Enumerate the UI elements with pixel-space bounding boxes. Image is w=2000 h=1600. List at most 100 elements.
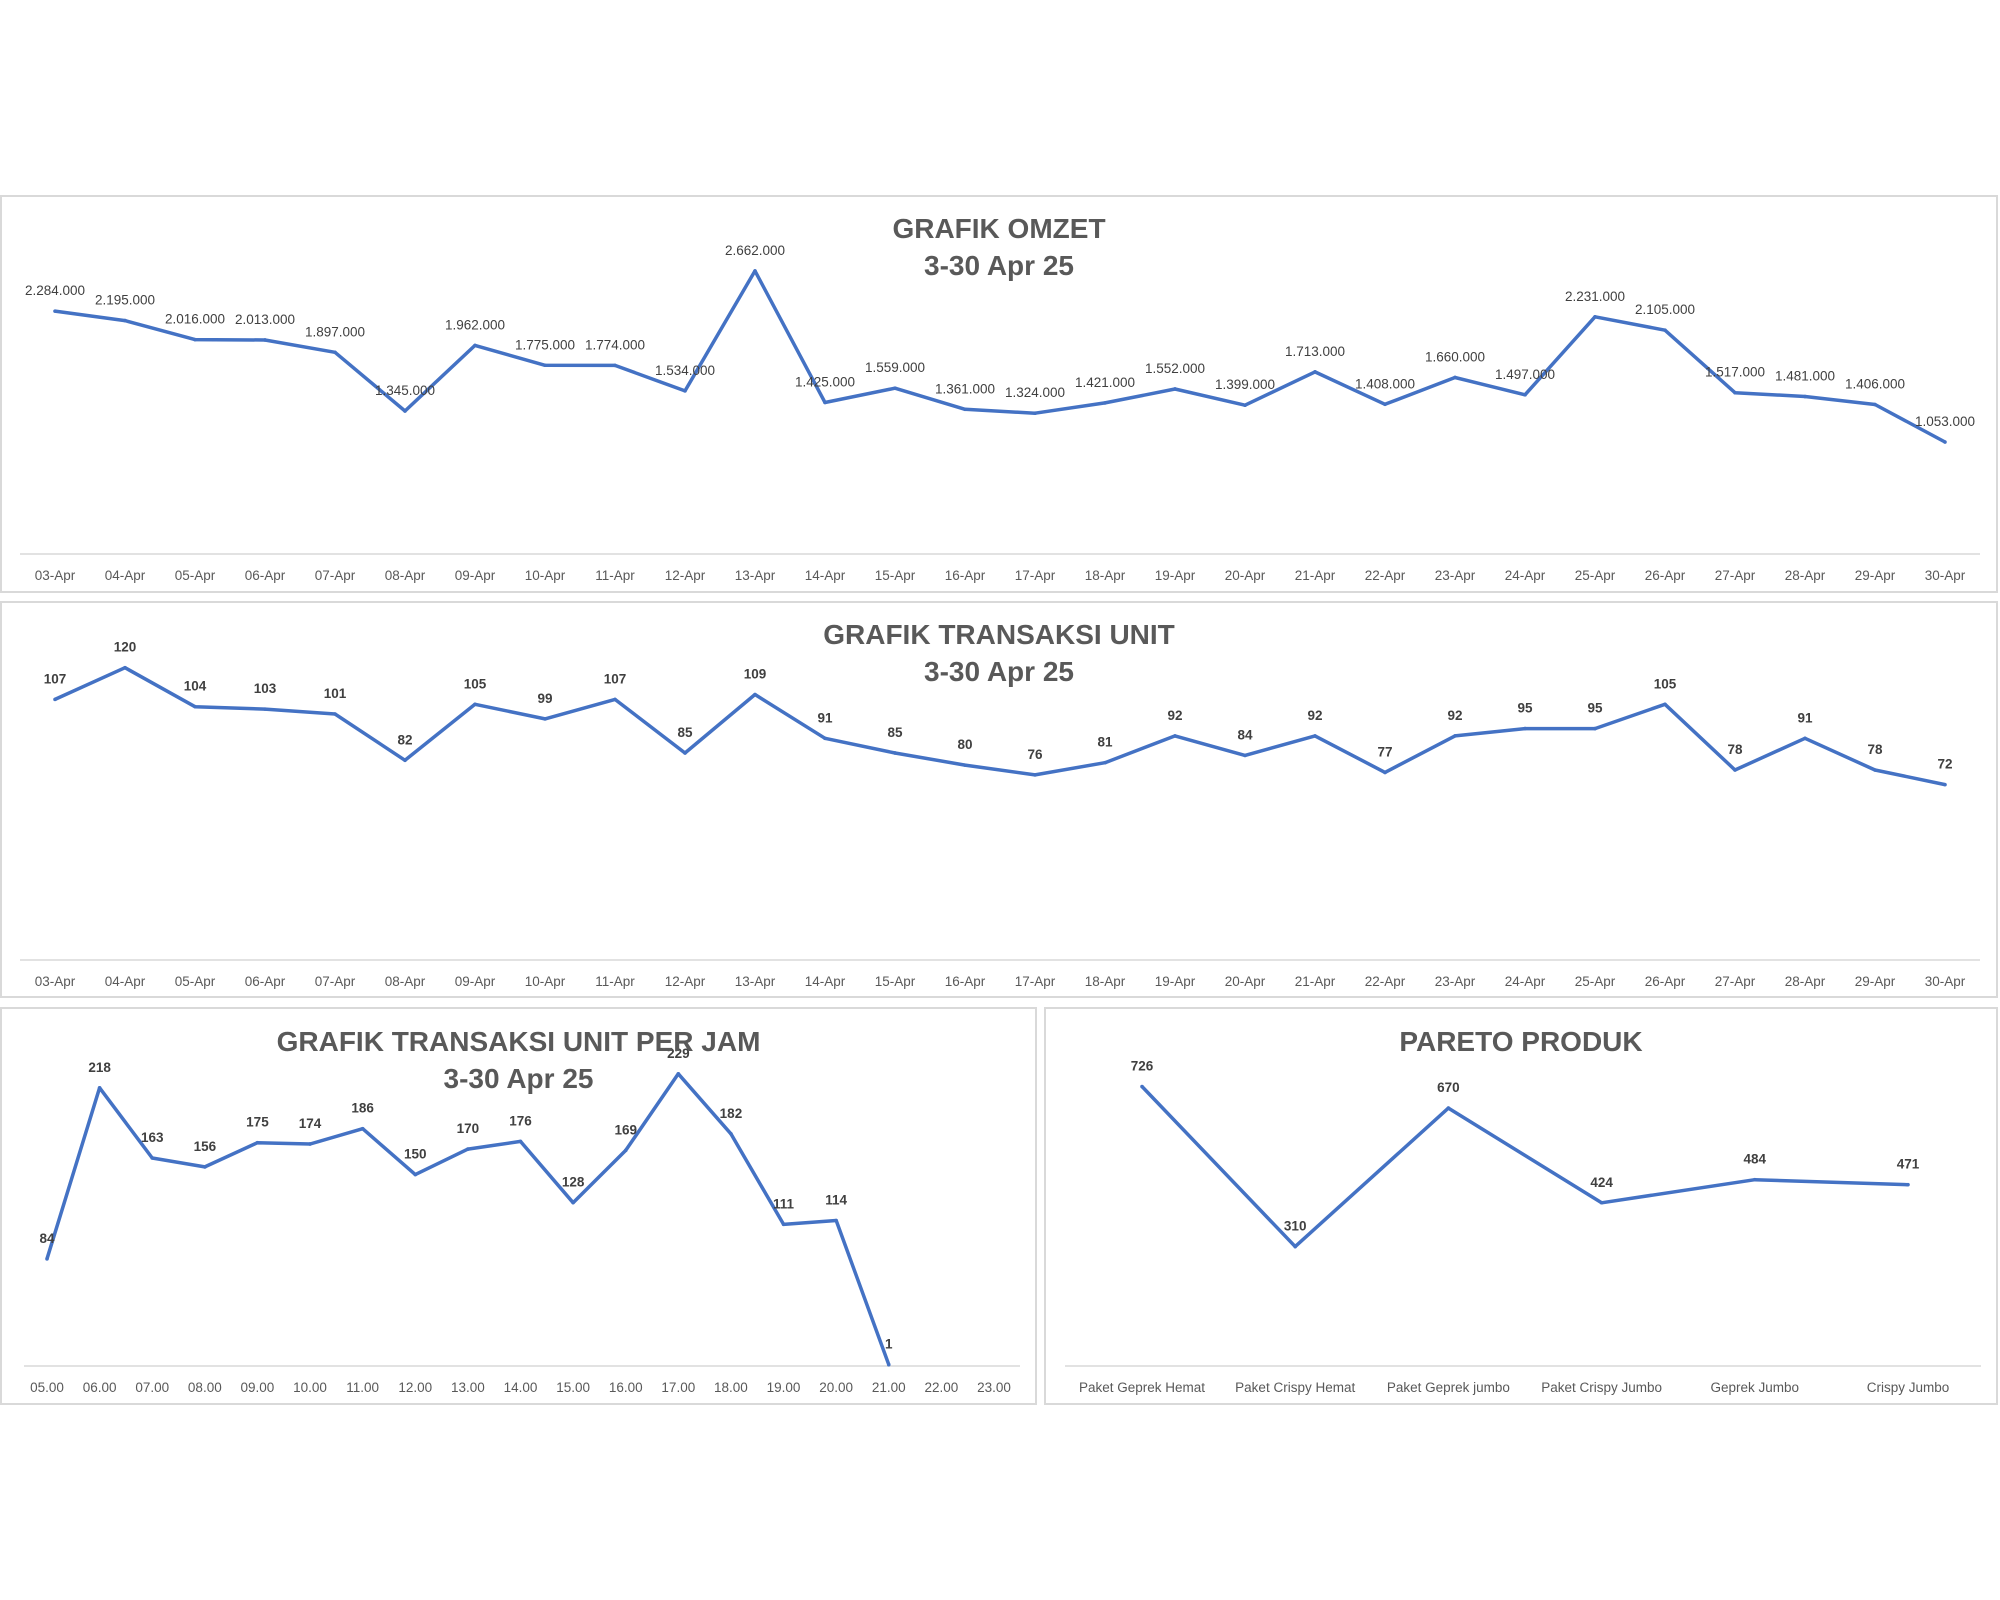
hourly-tick-label: 23.00 [977,1380,1011,1395]
unit-tick-label: 13-Apr [735,974,776,989]
hourly-data-label: 174 [299,1116,322,1131]
unit-tick-label: 26-Apr [1645,974,1686,989]
hourly-tick-label: 11.00 [346,1380,379,1395]
hourly-tick-label: 16.00 [609,1380,643,1395]
omzet-point [53,309,57,313]
unit-tick-label: 07-Apr [315,974,356,989]
hourly-data-label: 218 [88,1060,111,1075]
unit-point [1383,770,1387,775]
omzet-data-label: 1.324.000 [1005,385,1065,400]
unit-point [473,702,477,707]
omzet-point [1873,402,1877,407]
hourly-data-label: 176 [509,1113,532,1128]
omzet-point [333,350,337,355]
hourly-tick-label: 19.00 [767,1380,801,1395]
omzet-data-label: 2.284.000 [25,283,85,298]
pareto-tick-label: Paket Crispy Jumbo [1541,1380,1662,1395]
unit-data-label: 105 [464,676,487,691]
omzet-point [473,343,477,348]
omzet-data-label: 1.345.000 [375,383,435,398]
omzet-tick-label: 08-Apr [385,568,426,583]
hourly-chart-title: GRAFIK TRANSAKSI UNIT PER JAM [276,1026,761,1057]
hourly-tick-label: 20.00 [819,1380,853,1395]
unit-tick-label: 21-Apr [1295,974,1336,989]
unit-data-label: 107 [604,671,627,686]
omzet-point [753,269,757,273]
unit-data-label: 107 [44,671,67,686]
pareto-data-label: 670 [1437,1080,1460,1095]
unit-tick-label: 17-Apr [1015,974,1056,989]
pareto-data-label: 484 [1744,1152,1767,1167]
omzet-series-line [54,269,1946,444]
unit-point [1733,768,1737,772]
unit-data-label: 92 [1447,708,1462,723]
pareto-chart-title: PARETO PRODUK [1399,1026,1643,1057]
omzet-point [1803,394,1807,399]
pareto-data-label: 471 [1897,1157,1920,1172]
unit-tick-label: 06-Apr [245,974,286,989]
omzet-tick-label: 22-Apr [1365,568,1406,583]
unit-tick-label: 23-Apr [1435,974,1476,989]
hourly-data-label: 169 [614,1122,637,1137]
unit-tick-label: 20-Apr [1225,974,1266,989]
unit-tick-label: 16-Apr [945,974,986,989]
unit-data-label: 99 [537,691,552,706]
omzet-tick-label: 26-Apr [1645,568,1686,583]
unit-tick-label: 22-Apr [1365,974,1406,989]
omzet-point [1943,440,1947,444]
hourly-data-label: 186 [351,1101,374,1116]
unit-point [543,717,547,721]
hourly-point [676,1071,681,1076]
omzet-tick-label: 14-Apr [805,568,846,583]
hourly-tick-label: 22.00 [924,1380,958,1395]
hourly-tick-label: 08.00 [188,1380,222,1395]
hourly-chart-svg: 84 218 163 156 175 174 186 150 170 176 128 169 229 18… [24,1046,1020,1395]
unit-data-label: 91 [1797,710,1813,725]
unit-tick-label: 03-Apr [35,974,76,989]
omzet-data-label: 1.775.000 [515,337,575,352]
pareto-tick-label: Paket Geprek Hemat [1079,1380,1205,1395]
hourly-tick-label: 21.00 [872,1380,906,1395]
pareto-point [1140,1084,1144,1089]
unit-data-label: 104 [184,679,207,694]
unit-chart-subtitle: 3-30 Apr 25 [924,656,1074,687]
hourly-data-label: 128 [562,1175,585,1190]
omzet-point [893,386,897,391]
unit-data-label: 72 [1937,757,1952,772]
omzet-tick-label: 06-Apr [245,568,286,583]
hourly-data-label: 1 [885,1337,893,1352]
hourly-point [886,1362,891,1367]
omzet-data-label: 1.552.000 [1145,361,1205,376]
unit-data-label: 85 [677,725,693,740]
unit-tick-label: 14-Apr [805,974,846,989]
omzet-data-label: 1.497.000 [1495,367,1555,382]
unit-point [403,758,407,763]
omzet-tick-label: 07-Apr [315,568,356,583]
omzet-point [1383,402,1387,407]
omzet-tick-label: 09-Apr [455,568,496,583]
unit-tick-label: 19-Apr [1155,974,1196,989]
omzet-point [683,389,687,393]
omzet-point [1103,401,1107,405]
unit-data-label: 103 [254,681,277,696]
pareto-point [1906,1182,1910,1187]
omzet-tick-label: 10-Apr [525,568,566,583]
unit-point [1243,753,1247,758]
hourly-tick-label: 12.00 [398,1380,432,1395]
hourly-point [571,1200,575,1205]
unit-data-label: 84 [1237,727,1253,742]
unit-data-label: 109 [744,667,767,682]
omzet-data-label: 2.105.000 [1635,302,1695,317]
unit-point [123,665,127,670]
pareto-data-label: 310 [1284,1219,1307,1234]
unit-point [963,763,967,767]
hourly-point [781,1222,786,1227]
unit-series-line [54,665,1946,787]
unit-tick-label: 28-Apr [1785,974,1826,989]
omzet-data-label: 1.408.000 [1355,376,1415,391]
hourly-data-label: 170 [457,1121,480,1136]
omzet-tick-label: 27-Apr [1715,568,1756,583]
omzet-data-label: 1.481.000 [1775,369,1835,384]
unit-point [333,712,337,716]
hourly-tick-label: 09.00 [241,1380,275,1395]
